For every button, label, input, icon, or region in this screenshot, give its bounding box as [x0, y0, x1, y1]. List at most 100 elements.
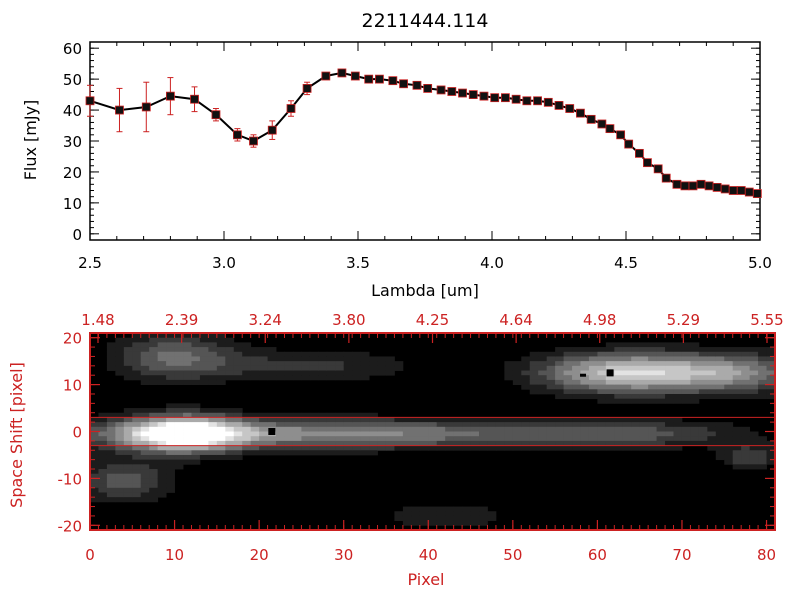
- image-pixel: [166, 342, 175, 348]
- image-pixel: [267, 412, 277, 418]
- image-pixel: [267, 347, 277, 353]
- image-pixel: [572, 436, 581, 442]
- image-pixel: [267, 361, 277, 367]
- image-pixel: [360, 445, 370, 451]
- data-point: [635, 148, 644, 158]
- image-pixel: [292, 422, 302, 428]
- image-pixel: [132, 347, 142, 353]
- image-pixel: [318, 436, 328, 442]
- image-pixel: [648, 356, 658, 362]
- image-pixel: [487, 440, 497, 446]
- image-pixel: [563, 356, 573, 362]
- image-pixel: [614, 389, 624, 395]
- image-x-tick-label: 40: [419, 546, 438, 564]
- image-pixel: [453, 422, 463, 428]
- image-pixel: [580, 422, 590, 428]
- image-pixel: [538, 445, 548, 451]
- image-pixel: [436, 511, 446, 517]
- image-pixel: [580, 361, 590, 367]
- image-pixel: [479, 506, 488, 512]
- image-pixel: [766, 379, 776, 385]
- data-point: [688, 181, 698, 191]
- image-pixel: [529, 370, 539, 376]
- image-pixel: [174, 403, 184, 409]
- image-pixel: [529, 431, 539, 437]
- image-pixel: [588, 347, 598, 353]
- image-pixel: [183, 370, 192, 376]
- image-pixel: [132, 422, 142, 428]
- image-pixel: [766, 440, 776, 446]
- image-pixel: [216, 431, 226, 437]
- image-pixel: [191, 436, 201, 442]
- image-pixel: [123, 422, 133, 428]
- image-pixel: [335, 436, 345, 442]
- image-pixel: [656, 445, 666, 451]
- image-pixel: [665, 361, 674, 367]
- image-pixel: [749, 356, 759, 362]
- image-pixel: [301, 450, 311, 456]
- image-pixel: [681, 342, 691, 348]
- image-pixel: [766, 361, 776, 367]
- image-pixel: [546, 351, 556, 357]
- image-pixel: [369, 417, 378, 423]
- image-pixel: [98, 483, 108, 489]
- image-pixel: [529, 436, 539, 442]
- image-pixel: [504, 431, 514, 437]
- image-pixel: [665, 370, 674, 376]
- image-pixel: [715, 426, 725, 432]
- image-pixel: [724, 440, 734, 446]
- image-x-axis-label: Pixel: [407, 570, 444, 589]
- image-pixel: [394, 431, 404, 437]
- image-pixel: [588, 389, 598, 395]
- image-pixel: [673, 384, 683, 390]
- image-pixel: [301, 361, 311, 367]
- image-pixel: [123, 469, 133, 475]
- image-pixel: [174, 342, 184, 348]
- image-pixel: [707, 361, 717, 367]
- image-pixel: [665, 436, 674, 442]
- image-pixel: [504, 361, 514, 367]
- image-pixel: [724, 426, 734, 432]
- image-pixel: [648, 445, 658, 451]
- image-pixel: [199, 342, 209, 348]
- image-pixel: [115, 497, 125, 503]
- image-pixel: [741, 365, 751, 371]
- image-pixel: [479, 436, 488, 442]
- image-pixel: [284, 422, 294, 428]
- image-pixel: [639, 342, 649, 348]
- image-pixel: [225, 361, 235, 367]
- image-pixel: [495, 440, 505, 446]
- image-pixel: [622, 431, 632, 437]
- image-pixel: [681, 351, 691, 357]
- image-pixel: [470, 426, 480, 432]
- image-pixel: [648, 436, 658, 442]
- image-x-tick-label: 10: [165, 546, 184, 564]
- image-pixel: [157, 361, 167, 367]
- image-pixel: [732, 426, 742, 432]
- image-pixel: [174, 379, 184, 385]
- image-pixel: [411, 431, 421, 437]
- image-pixel: [225, 337, 235, 343]
- image-pixel: [698, 351, 708, 357]
- image-pixel: [183, 361, 192, 367]
- image-pixel: [690, 398, 700, 404]
- image-pixel: [639, 389, 649, 395]
- image-pixel: [614, 351, 624, 357]
- image-pixel: [199, 440, 209, 446]
- image-pixel: [106, 473, 116, 479]
- image-pixel: [183, 365, 192, 371]
- image-pixel: [673, 370, 683, 376]
- image-pixel: [741, 389, 751, 395]
- image-pixel: [191, 342, 201, 348]
- image-pixel: [529, 379, 539, 385]
- image-pixel: [326, 450, 336, 456]
- image-pixel: [301, 351, 311, 357]
- image-pixel: [225, 356, 235, 362]
- image-pixel: [90, 445, 99, 451]
- image-pixel: [411, 515, 421, 522]
- image-pixel: [495, 426, 505, 432]
- image-pixel: [512, 379, 522, 385]
- image-pixel: [242, 426, 252, 432]
- image-pixel: [149, 347, 159, 353]
- image-pixel: [724, 389, 734, 395]
